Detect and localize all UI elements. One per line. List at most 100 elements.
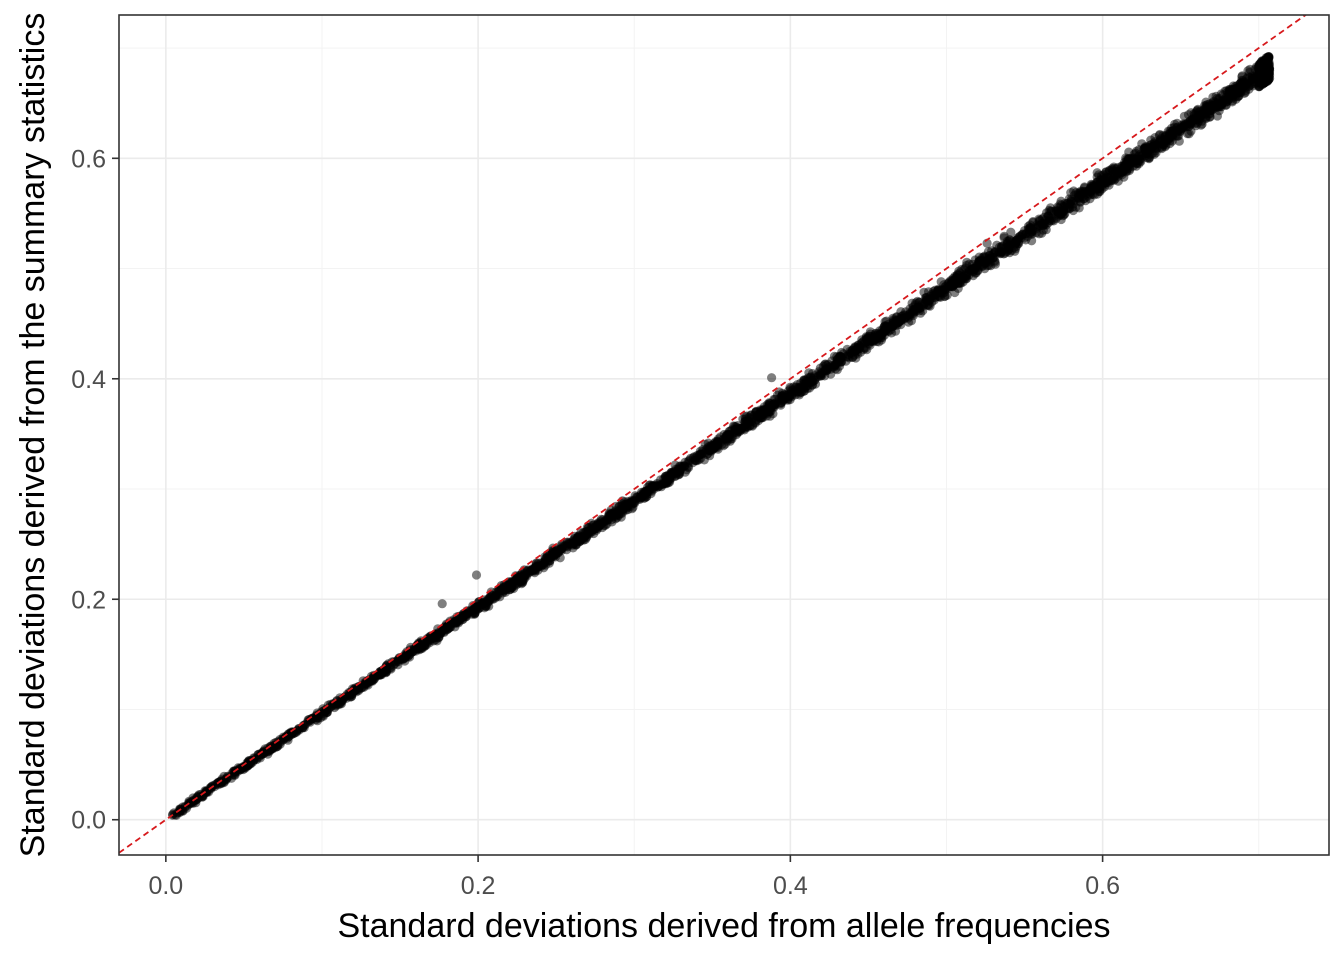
data-point <box>192 793 203 804</box>
data-point <box>398 654 408 664</box>
data-point <box>770 394 780 404</box>
data-point <box>459 608 469 619</box>
data-point <box>1092 184 1102 194</box>
x-tick-label: 0.0 <box>148 872 183 900</box>
x-axis-title: Standard deviations derived from allele … <box>337 907 1110 945</box>
data-point <box>1176 123 1187 133</box>
y-tick-label: 0.4 <box>71 366 106 394</box>
data-point <box>1203 103 1213 113</box>
data-point <box>1140 151 1150 161</box>
data-point <box>978 261 988 271</box>
data-point <box>171 810 181 821</box>
data-point <box>1152 143 1162 154</box>
data-point <box>1039 219 1049 229</box>
y-tick-label: 0.2 <box>71 586 106 614</box>
data-point <box>619 500 629 510</box>
data-point <box>256 750 266 760</box>
data-point <box>369 674 380 684</box>
data-point <box>750 417 760 427</box>
data-point <box>510 576 520 586</box>
data-point <box>1196 120 1206 130</box>
data-point <box>1002 236 1012 246</box>
data-point <box>450 617 461 627</box>
data-point <box>890 320 900 330</box>
data-point <box>866 336 876 346</box>
data-point <box>1027 229 1037 239</box>
data-point <box>1263 62 1273 72</box>
data-point <box>874 337 884 347</box>
data-point <box>985 257 995 267</box>
data-point <box>1114 166 1124 176</box>
data-point <box>877 328 887 339</box>
data-point <box>245 758 255 769</box>
data-point <box>820 371 830 381</box>
data-point <box>1263 73 1273 83</box>
data-point <box>569 538 579 548</box>
data-point <box>642 487 652 497</box>
data-point <box>299 723 309 733</box>
outlier-point <box>437 599 447 609</box>
data-point <box>1069 190 1080 200</box>
data-point <box>705 446 715 456</box>
data-point <box>787 386 797 396</box>
data-point <box>1050 206 1060 216</box>
data-point <box>941 283 951 293</box>
data-point <box>859 336 869 346</box>
y-tick-label: 0.6 <box>71 145 106 173</box>
data-point <box>690 455 701 466</box>
data-point <box>799 376 809 386</box>
data-point <box>1240 86 1250 96</box>
data-point <box>1188 115 1198 125</box>
data-point <box>389 660 399 670</box>
data-point <box>1092 168 1102 178</box>
data-point <box>964 270 974 280</box>
data-point <box>664 474 674 484</box>
outlier-point <box>471 570 482 580</box>
data-point <box>964 259 974 269</box>
data-point <box>757 412 767 422</box>
data-point <box>743 417 753 427</box>
data-point <box>1255 69 1266 79</box>
data-point <box>1056 214 1066 225</box>
data-point <box>652 478 662 489</box>
data-point <box>1137 139 1147 149</box>
data-point <box>794 390 804 400</box>
panel-border <box>118 14 1330 856</box>
data-point <box>417 643 427 653</box>
data-point <box>185 799 195 809</box>
data-point <box>235 765 245 775</box>
data-points <box>168 52 1275 821</box>
data-point <box>820 360 830 370</box>
data-point <box>1231 83 1241 93</box>
y-tick-label: 0.0 <box>71 807 106 835</box>
data-point <box>1066 199 1076 209</box>
data-point <box>674 465 685 476</box>
y-axis-title: Standard deviations derived from the sum… <box>14 13 52 858</box>
data-point <box>606 515 617 525</box>
data-point <box>1241 78 1251 88</box>
data-point <box>586 525 596 535</box>
data-point <box>905 309 915 319</box>
data-point <box>550 552 561 562</box>
data-point <box>908 302 918 312</box>
outlier-point <box>767 373 777 383</box>
data-point <box>785 395 795 405</box>
data-point <box>1006 246 1017 256</box>
data-point <box>281 732 291 742</box>
x-tick-label: 0.2 <box>461 872 496 900</box>
data-point <box>626 497 636 507</box>
data-point <box>376 669 386 679</box>
data-point <box>683 456 694 466</box>
data-point <box>474 603 484 614</box>
reference-line <box>119 15 1308 854</box>
data-point <box>1245 64 1255 74</box>
data-point <box>479 597 489 607</box>
data-point <box>533 558 544 568</box>
data-point <box>804 383 815 393</box>
data-point <box>922 293 932 303</box>
grid-lines <box>119 15 1329 855</box>
data-point <box>1013 234 1023 244</box>
data-point <box>838 349 849 359</box>
